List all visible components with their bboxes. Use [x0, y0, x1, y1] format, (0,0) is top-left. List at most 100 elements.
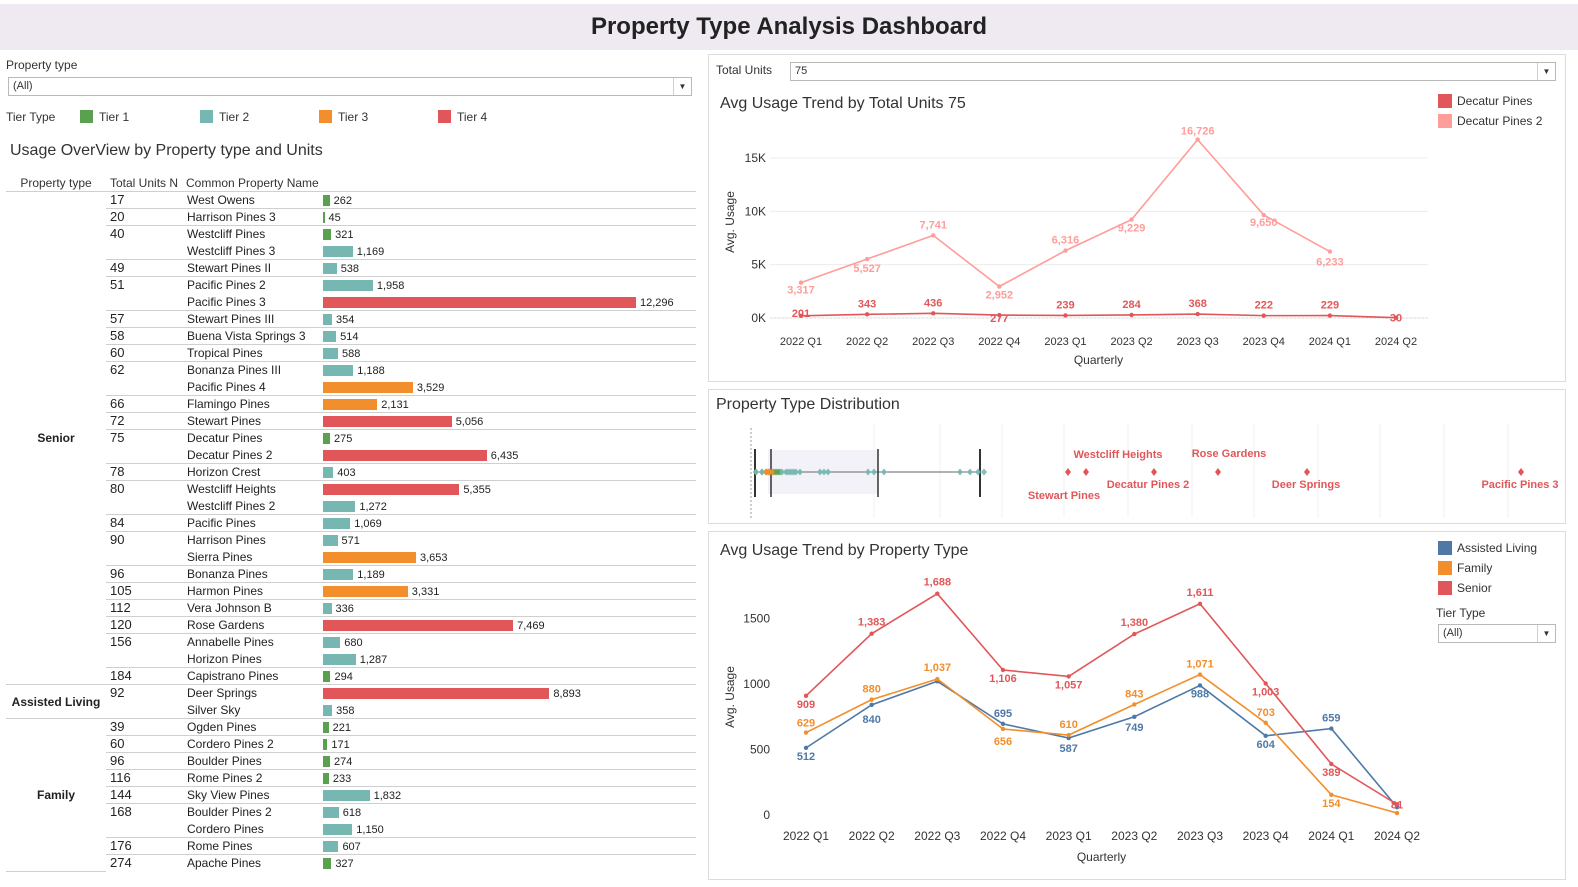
outlier-marker[interactable] [1065, 468, 1071, 476]
usage-bar[interactable] [323, 365, 354, 377]
usage-bar[interactable] [323, 195, 330, 206]
table-row[interactable]: 168 Boulder Pines 2 618 [6, 803, 696, 821]
outlier-marker[interactable] [1518, 468, 1524, 476]
distribution-point[interactable] [881, 468, 887, 476]
legend-label[interactable]: Assisted Living [1457, 541, 1538, 555]
usage-bar[interactable] [323, 773, 329, 784]
data-point[interactable] [1394, 802, 1400, 807]
tier-legend-label-item[interactable]: Tier 2 [219, 110, 250, 124]
distribution-point[interactable] [981, 468, 987, 476]
chevron-down-icon[interactable]: ▼ [673, 78, 691, 95]
table-row[interactable]: Silver Sky 358 [6, 702, 696, 719]
usage-bar[interactable] [323, 756, 330, 767]
data-point[interactable] [864, 312, 870, 317]
data-point[interactable] [931, 311, 936, 316]
table-row[interactable]: 60 Tropical Pines 588 [6, 344, 696, 362]
data-point[interactable] [1066, 674, 1071, 679]
usage-bar[interactable] [323, 296, 636, 308]
data-point[interactable] [1329, 726, 1334, 731]
usage-bar[interactable] [323, 704, 333, 716]
outlier-marker[interactable] [1151, 468, 1157, 476]
table-row[interactable]: 57 Stewart Pines III 354 [6, 310, 696, 328]
distribution-point[interactable] [817, 468, 823, 476]
usage-bar[interactable] [323, 637, 341, 649]
property-type-dropdown[interactable]: (All) ▼ [8, 77, 692, 96]
table-row[interactable]: 176 Rome Pines 607 [6, 837, 696, 855]
total-units-dropdown[interactable]: 75 ▼ [790, 62, 1556, 81]
data-point[interactable] [1393, 315, 1399, 320]
data-point[interactable] [1132, 714, 1137, 719]
distribution-point[interactable] [779, 468, 785, 476]
legend-swatch[interactable] [1438, 94, 1452, 108]
distribution-point[interactable] [975, 468, 981, 476]
tier-legend-swatch[interactable] [319, 110, 332, 123]
usage-bar[interactable] [323, 586, 408, 597]
data-point[interactable] [803, 745, 809, 751]
data-point[interactable] [1129, 217, 1134, 222]
data-point[interactable] [1195, 137, 1200, 142]
legend-label[interactable]: Decatur Pines 2 [1457, 114, 1543, 128]
distribution-point[interactable] [793, 468, 799, 476]
table-row[interactable]: 51 Pacific Pines 2 1,958 [6, 276, 696, 294]
usage-bar[interactable] [323, 245, 353, 257]
tier-legend-label-item[interactable]: Tier 4 [457, 110, 488, 124]
legend-swatch[interactable] [1438, 541, 1452, 555]
distribution-point[interactable] [769, 468, 775, 476]
distribution-point[interactable] [797, 468, 803, 476]
usage-bar[interactable] [323, 500, 356, 512]
data-point[interactable] [1263, 733, 1268, 739]
tier-legend-swatch[interactable] [80, 110, 93, 123]
table-row[interactable]: 156 Annabelle Pines 680 [6, 633, 696, 651]
data-point[interactable] [935, 676, 940, 682]
data-point[interactable] [1195, 311, 1200, 317]
usage-bar[interactable] [323, 739, 328, 750]
table-row[interactable]: 58 Buena Vista Springs 3 514 [6, 327, 696, 345]
tier-type-dropdown[interactable]: (All) ▼ [1438, 624, 1556, 643]
usage-bar[interactable] [323, 653, 356, 665]
usage-bar[interactable] [323, 518, 351, 529]
distribution-point[interactable] [759, 468, 765, 476]
tier-legend-swatch[interactable] [438, 110, 451, 123]
data-point[interactable] [1261, 212, 1266, 218]
usage-bar[interactable] [323, 263, 337, 274]
usage-bar[interactable] [323, 535, 338, 547]
usage-bar[interactable] [323, 399, 378, 410]
usage-bar[interactable] [323, 229, 332, 241]
usage-bar[interactable] [323, 484, 460, 496]
table-row[interactable]: 78 Horizon Crest 403 [6, 463, 696, 481]
usage-bar[interactable] [323, 433, 330, 445]
usage-bar[interactable] [323, 858, 332, 870]
series-line[interactable] [805, 592, 1398, 806]
usage-bar[interactable] [323, 722, 329, 733]
table-row[interactable]: Family 39 Ogden Pines 221 [6, 718, 696, 872]
table-row[interactable]: 105 Harmon Pines 3,331 [6, 582, 696, 600]
table-row[interactable]: 96 Bonanza Pines 1,189 [6, 565, 696, 583]
table-row[interactable]: 49 Stewart Pines II 538 [6, 259, 696, 277]
tier-legend-label-item[interactable]: Tier 3 [338, 110, 369, 124]
table-row[interactable]: 116 Rome Pines 2 233 [6, 769, 696, 787]
usage-bar[interactable] [323, 807, 339, 819]
distribution-point[interactable] [821, 468, 827, 476]
table-row[interactable]: 75 Decatur Pines 275 [6, 429, 696, 447]
usage-bar[interactable] [323, 790, 370, 801]
data-point[interactable] [1132, 631, 1137, 637]
usage-bar[interactable] [323, 603, 332, 614]
data-point[interactable] [1000, 667, 1006, 673]
data-point[interactable] [1000, 721, 1006, 727]
table-row[interactable]: Assisted Living 92 Deer Springs 8,893 [6, 684, 696, 719]
table-row[interactable]: Cordero Pines 1,150 [6, 821, 696, 838]
data-point[interactable] [1329, 792, 1334, 798]
legend-swatch[interactable] [1438, 561, 1452, 575]
series-line[interactable] [800, 312, 1397, 319]
data-point[interactable] [1129, 312, 1134, 318]
usage-bar[interactable] [323, 449, 487, 461]
distribution-point[interactable] [967, 468, 973, 476]
data-point[interactable] [869, 631, 874, 636]
table-row[interactable]: Sierra Pines 3,653 [6, 549, 696, 566]
data-point[interactable] [997, 312, 1002, 318]
table-row[interactable]: 66 Flamingo Pines 2,131 [6, 395, 696, 413]
data-point[interactable] [1327, 313, 1333, 318]
data-point[interactable] [803, 730, 809, 735]
legend-label[interactable]: Family [1457, 561, 1493, 575]
table-row[interactable]: Westcliff Pines 3 1,169 [6, 243, 696, 260]
